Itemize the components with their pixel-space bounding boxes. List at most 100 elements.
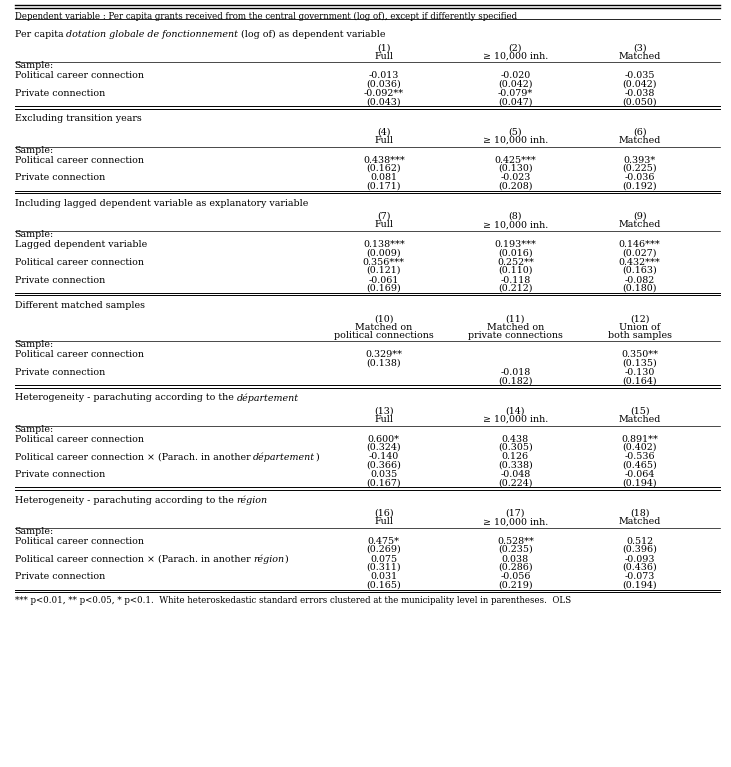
Text: Sample:: Sample: — [15, 425, 54, 433]
Text: (0.167): (0.167) — [366, 479, 401, 487]
Text: (0.402): (0.402) — [622, 443, 657, 452]
Text: (6): (6) — [633, 127, 646, 137]
Text: (12): (12) — [630, 314, 649, 323]
Text: 0.438***: 0.438*** — [363, 156, 405, 164]
Text: (16): (16) — [374, 509, 393, 518]
Text: 0.126: 0.126 — [501, 453, 529, 461]
Text: (0.050): (0.050) — [622, 97, 657, 106]
Text: Private connection: Private connection — [15, 275, 105, 285]
Text: Political career connection: Political career connection — [15, 156, 143, 164]
Text: -0.018: -0.018 — [500, 368, 531, 377]
Text: (0.027): (0.027) — [622, 249, 657, 257]
Text: (0.305): (0.305) — [498, 443, 533, 452]
Text: Matched: Matched — [618, 517, 661, 526]
Text: département: département — [237, 393, 299, 403]
Text: -0.061: -0.061 — [368, 275, 399, 285]
Text: Matched: Matched — [618, 136, 661, 145]
Text: (2): (2) — [509, 43, 522, 52]
Text: (0.047): (0.047) — [498, 97, 533, 106]
Text: -0.130: -0.130 — [624, 368, 655, 377]
Text: Private connection: Private connection — [15, 572, 105, 581]
Text: Political career connection: Political career connection — [15, 350, 143, 359]
Text: ≥ 10,000 inh.: ≥ 10,000 inh. — [482, 220, 548, 229]
Text: -0.013: -0.013 — [368, 71, 399, 80]
Text: -0.140: -0.140 — [368, 453, 399, 461]
Text: Political career connection × (Parach. in another: Political career connection × (Parach. i… — [15, 555, 253, 564]
Text: -0.023: -0.023 — [500, 173, 531, 183]
Text: 0.438: 0.438 — [501, 435, 529, 443]
Text: région: région — [237, 495, 268, 505]
Text: (0.436): (0.436) — [622, 563, 657, 571]
Text: Private connection: Private connection — [15, 173, 105, 183]
Text: région: région — [253, 555, 284, 564]
Text: -0.020: -0.020 — [500, 71, 531, 80]
Text: (0.465): (0.465) — [622, 461, 657, 469]
Text: (0.036): (0.036) — [366, 79, 401, 88]
Text: ): ) — [284, 555, 288, 564]
Text: (0.396): (0.396) — [622, 545, 657, 554]
Text: (0.366): (0.366) — [366, 461, 401, 469]
Text: 0.512: 0.512 — [626, 537, 654, 546]
Text: 0.356***: 0.356*** — [363, 258, 405, 267]
Text: Political career connection × (Parach. in another: Political career connection × (Parach. i… — [15, 453, 253, 461]
Text: dotation globale de fonctionnement: dotation globale de fonctionnement — [67, 30, 238, 39]
Text: département: département — [253, 453, 315, 462]
Text: Full: Full — [374, 517, 393, 526]
Text: Full: Full — [374, 220, 393, 229]
Text: (1): (1) — [377, 43, 390, 52]
Text: Full: Full — [374, 136, 393, 145]
Text: (3): (3) — [633, 43, 646, 52]
Text: Heterogeneity - parachuting according to the: Heterogeneity - parachuting according to… — [15, 393, 237, 403]
Text: Sample:: Sample: — [15, 340, 54, 349]
Text: (0.135): (0.135) — [622, 358, 657, 367]
Text: Sample:: Sample: — [15, 527, 54, 536]
Text: -0.038: -0.038 — [624, 89, 655, 98]
Text: ≥ 10,000 inh.: ≥ 10,000 inh. — [482, 517, 548, 526]
Text: 0.146***: 0.146*** — [618, 240, 661, 249]
Text: both samples: both samples — [607, 331, 672, 340]
Text: Per capita: Per capita — [15, 30, 67, 39]
Text: private connections: private connections — [468, 331, 563, 340]
Text: 0.075: 0.075 — [370, 555, 398, 564]
Text: Excluding transition years: Excluding transition years — [15, 114, 141, 123]
Text: 0.138***: 0.138*** — [363, 240, 405, 249]
Text: Full: Full — [374, 415, 393, 424]
Text: (0.212): (0.212) — [498, 284, 533, 293]
Text: Lagged dependent variable: Lagged dependent variable — [15, 240, 147, 249]
Text: 0.425***: 0.425*** — [494, 156, 537, 164]
Text: -0.048: -0.048 — [500, 470, 531, 479]
Text: ≥ 10,000 inh.: ≥ 10,000 inh. — [482, 136, 548, 145]
Text: (0.225): (0.225) — [622, 164, 657, 173]
Text: (4): (4) — [377, 127, 390, 137]
Text: -0.118: -0.118 — [500, 275, 531, 285]
Text: (0.182): (0.182) — [498, 376, 533, 385]
Text: (0.164): (0.164) — [622, 376, 657, 385]
Text: Different matched samples: Different matched samples — [15, 301, 145, 310]
Text: 0.031: 0.031 — [370, 572, 398, 581]
Text: Matched: Matched — [618, 51, 661, 61]
Text: (0.130): (0.130) — [498, 164, 533, 173]
Text: 0.528**: 0.528** — [497, 537, 534, 546]
Text: -0.082: -0.082 — [624, 275, 655, 285]
Text: Private connection: Private connection — [15, 89, 105, 98]
Text: (log of) as dependent variable: (log of) as dependent variable — [238, 30, 386, 39]
Text: (0.138): (0.138) — [366, 358, 401, 367]
Text: (8): (8) — [509, 212, 522, 221]
Text: -0.073: -0.073 — [624, 572, 655, 581]
Text: 0.329**: 0.329** — [366, 350, 402, 359]
Text: -0.036: -0.036 — [624, 173, 655, 183]
Text: (0.016): (0.016) — [498, 249, 533, 257]
Text: Private connection: Private connection — [15, 470, 105, 479]
Text: (15): (15) — [630, 407, 649, 416]
Text: ): ) — [315, 453, 319, 461]
Text: (11): (11) — [506, 314, 525, 323]
Text: 0.393*: 0.393* — [624, 156, 656, 164]
Text: 0.193***: 0.193*** — [494, 240, 537, 249]
Text: (0.042): (0.042) — [622, 79, 657, 88]
Text: (10): (10) — [374, 314, 393, 323]
Text: 0.252**: 0.252** — [497, 258, 534, 267]
Text: -0.092**: -0.092** — [364, 89, 404, 98]
Text: Political career connection: Political career connection — [15, 435, 143, 443]
Text: Private connection: Private connection — [15, 368, 105, 377]
Text: 0.432***: 0.432*** — [618, 258, 661, 267]
